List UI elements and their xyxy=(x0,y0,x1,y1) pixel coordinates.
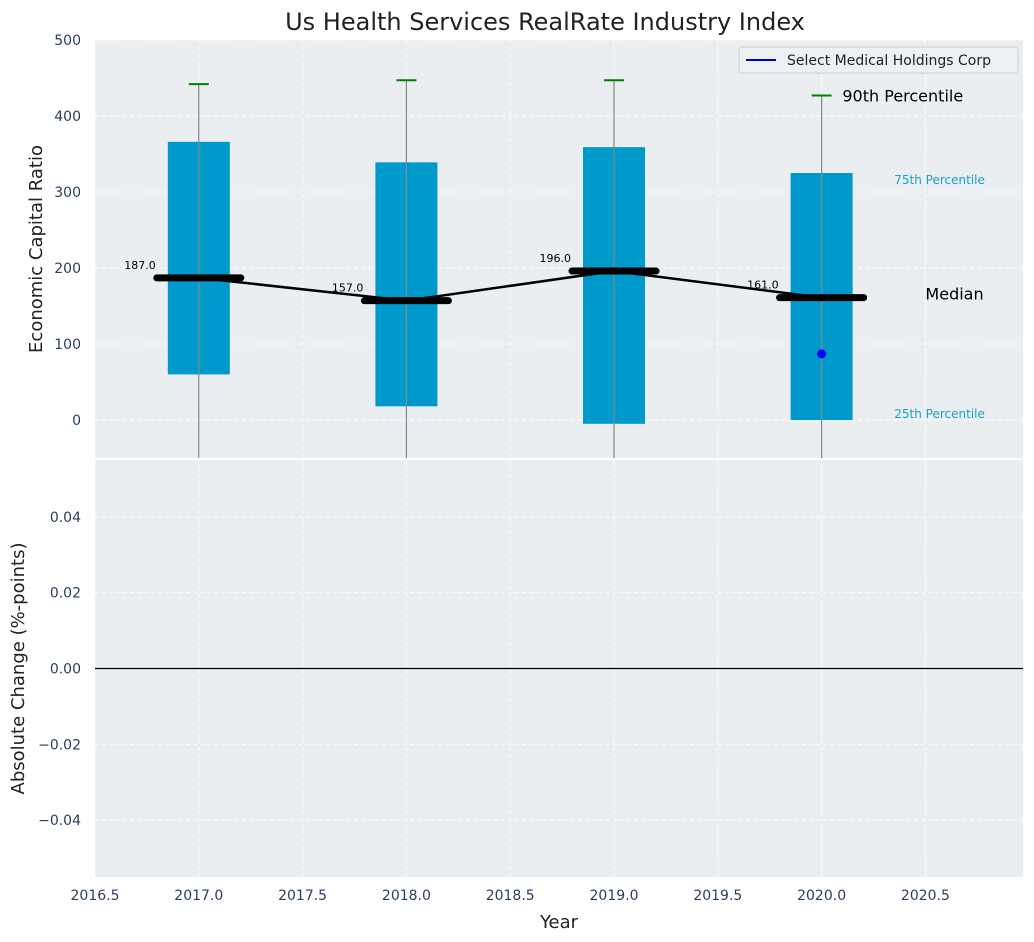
legend-entry-company: Select Medical Holdings Corp xyxy=(787,53,991,69)
x-tick-label: 2020.0 xyxy=(797,888,846,904)
top-chart-marks: 187.0 157.0 196.0 161.0 xyxy=(124,79,868,458)
top-gridlines xyxy=(94,39,1023,458)
bottom-y-tick-label: 0.00 xyxy=(50,662,81,678)
bottom-y-tick-label: 0.04 xyxy=(50,510,81,526)
top-y-tick-label: 300 xyxy=(54,185,81,201)
x-tick-label: 2017.0 xyxy=(174,888,223,904)
x-tick-label: 2019.5 xyxy=(693,888,742,904)
bottom-y-axis-label: Absolute Change (%-points) xyxy=(8,543,29,795)
chart-title: Us Health Services RealRate Industry Ind… xyxy=(285,8,805,36)
bottom-y-tick-labels: −0.04 −0.02 0.00 0.02 0.04 xyxy=(38,510,81,829)
top-y-tick-label: 400 xyxy=(54,109,81,125)
x-tick-label: 2017.5 xyxy=(278,888,327,904)
annotation-90th-percentile: 90th Percentile xyxy=(842,86,963,105)
x-tick-label: 2019.0 xyxy=(590,888,639,904)
x-tick-label: 2018.0 xyxy=(382,888,431,904)
bottom-y-tick-label: 0.02 xyxy=(50,586,81,602)
x-tick-label: 2016.5 xyxy=(71,888,120,904)
legend: Select Medical Holdings Corp xyxy=(738,46,1019,74)
top-panel: 0 100 200 300 400 500 187.0 157.0 196.0 161.0 Ec… xyxy=(26,33,1023,458)
top-y-axis-label: Economic Capital Ratio xyxy=(26,145,47,353)
top-panel-background xyxy=(95,40,1023,458)
annotation-25th-percentile: 25th Percentile xyxy=(894,407,985,421)
top-y-tick-label: 200 xyxy=(54,261,81,277)
x-axis-label: Year xyxy=(539,912,579,933)
x-tick-label: 2020.5 xyxy=(901,888,950,904)
x-tick-label: 2018.5 xyxy=(486,888,535,904)
top-y-tick-labels: 0 100 200 300 400 500 xyxy=(54,33,81,429)
company-point xyxy=(817,349,827,359)
median-series-line xyxy=(198,269,822,302)
bottom-y-tick-label: −0.04 xyxy=(38,813,81,829)
legend-box xyxy=(738,46,1019,74)
top-y-tick-label: 100 xyxy=(54,337,81,353)
top-y-tick-label: 0 xyxy=(72,413,81,429)
median-value-label: 161.0 xyxy=(747,279,779,292)
bottom-y-tick-label: −0.02 xyxy=(38,737,81,753)
median-value-label: 196.0 xyxy=(540,252,572,265)
top-y-tick-label: 500 xyxy=(54,33,81,49)
annotation-75th-percentile: 75th Percentile xyxy=(894,173,985,187)
median-value-label: 187.0 xyxy=(124,259,156,272)
median-value-label: 157.0 xyxy=(332,282,364,295)
bottom-panel: −0.04 −0.02 0.00 0.02 0.04 Absolute Change (… xyxy=(8,460,1023,877)
x-tick-labels: 2016.5 2017.0 2017.5 2018.0 2018.5 2019.0 2019… xyxy=(71,888,950,904)
annotation-median: Median xyxy=(925,285,983,304)
